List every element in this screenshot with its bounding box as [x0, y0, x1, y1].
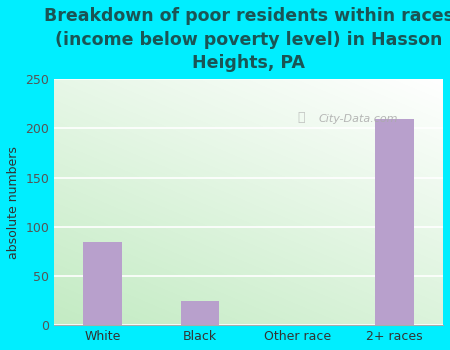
Title: Breakdown of poor residents within races
(income below poverty level) in Hasson
: Breakdown of poor residents within races… [44, 7, 450, 72]
Y-axis label: absolute numbers: absolute numbers [7, 146, 20, 259]
Bar [83, 241, 122, 325]
Text: City-Data.com: City-Data.com [319, 114, 398, 124]
Bar [375, 119, 414, 325]
Bar [180, 301, 220, 325]
Text: ⓘ: ⓘ [297, 111, 305, 124]
